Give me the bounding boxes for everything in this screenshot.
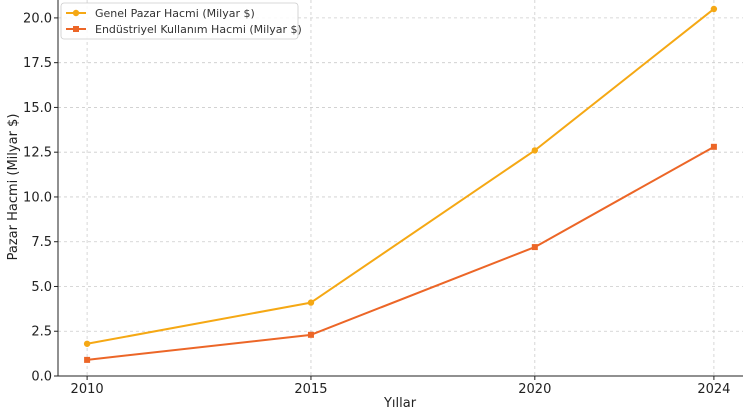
y-tick-label: 5.0 xyxy=(31,280,52,295)
series-1-point xyxy=(710,5,718,13)
y-tick-label: 20.0 xyxy=(23,11,52,26)
legend: Genel Pazar Hacmi (Milyar $) Endüstriyel … xyxy=(60,2,302,40)
x-tick-label: 2024 xyxy=(697,382,730,397)
y-axis-title: Pazar Hacmi (Milyar $) xyxy=(6,114,21,261)
y-tick-label: 2.5 xyxy=(31,325,52,340)
y-tick-label: 7.5 xyxy=(31,235,52,250)
x-axis-title: Yıllar xyxy=(383,396,417,411)
series-2-point xyxy=(307,331,314,338)
series-line-1 xyxy=(86,8,715,345)
legend-marker-1 xyxy=(72,9,80,17)
y-tick-label: 17.5 xyxy=(23,56,52,71)
x-tick-label: 2010 xyxy=(71,382,104,397)
x-axis-ticks: 2010 2015 2020 2024 xyxy=(71,376,730,397)
series-2-point xyxy=(84,356,91,363)
grid xyxy=(58,0,743,377)
y-tick-label: 0.0 xyxy=(31,370,52,385)
legend-marker-2 xyxy=(73,26,79,32)
x-tick-label: 2015 xyxy=(294,382,327,397)
y-tick-label: 15.0 xyxy=(23,101,52,116)
series-1-point xyxy=(307,299,315,306)
series-line-2 xyxy=(86,145,715,361)
series-2-point xyxy=(531,244,538,251)
legend-label-1: Genel Pazar Hacmi (Milyar $) xyxy=(95,7,255,20)
legend-label-2: Endüstriyel Kullanım Hacmi (Milyar $) xyxy=(95,23,302,36)
y-tick-label: 10.0 xyxy=(23,190,52,205)
legend-items: Genel Pazar Hacmi (Milyar $) Endüstriyel … xyxy=(66,7,302,36)
series-group xyxy=(83,5,718,363)
series-1-point xyxy=(83,340,91,347)
y-axis-ticks: 0.0 2.5 5.0 7.5 10.0 12.5 15.0 17.5 20.0 xyxy=(23,11,58,385)
legend-box xyxy=(60,2,299,40)
series-2-point xyxy=(710,143,717,150)
series-1-point xyxy=(531,147,539,154)
y-tick-label: 12.5 xyxy=(23,146,52,161)
x-tick-label: 2020 xyxy=(518,382,551,397)
